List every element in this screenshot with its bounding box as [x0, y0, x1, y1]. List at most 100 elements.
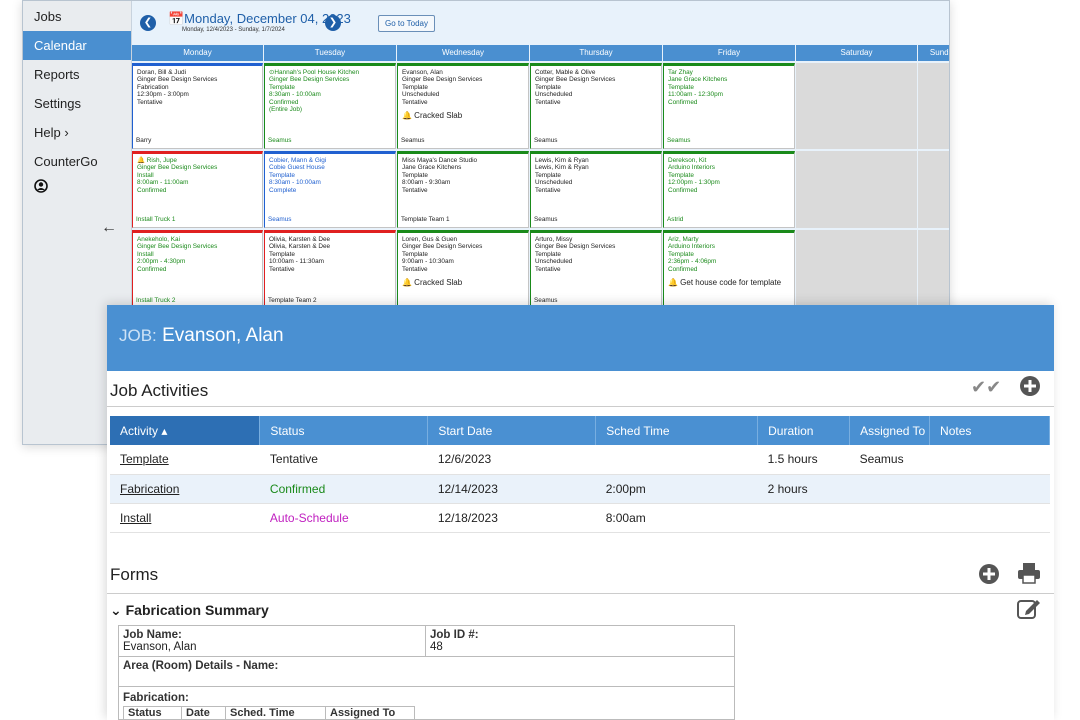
activity-row[interactable]: Template Tentative 12/6/2023 1.5 hours Seamu…: [110, 445, 1050, 475]
event-assignee: Install Truck 1: [136, 215, 176, 223]
double-check-icon[interactable]: ✔✔: [971, 377, 1002, 397]
sidebar-item-calendar[interactable]: Calendar: [23, 31, 131, 60]
event-line: Ginger Bee Design Services: [402, 243, 483, 251]
column-header[interactable]: Duration: [757, 416, 851, 445]
forms-title: Forms: [110, 565, 159, 584]
activity-cell-start: 12/14/2023: [427, 474, 596, 504]
calendar-event[interactable]: Anekeholo, Kai Ginger Bee Design Services…: [132, 230, 263, 309]
calendar-event[interactable]: Cotter, Mable & Olive Ginger Bee Design S…: [530, 63, 662, 149]
activity-link[interactable]: Fabrication: [120, 481, 180, 496]
user-account-icon[interactable]: [23, 176, 131, 200]
day-header-saturday: Saturday: [796, 45, 917, 61]
column-header[interactable]: Start Date: [427, 416, 597, 445]
calendar-event[interactable]: Lewis, Kim & Ryan Lewis, Kim & Ryan Templa…: [530, 151, 662, 228]
job-name: Evanson, Alan: [162, 325, 284, 346]
weekend-cell: [918, 230, 949, 309]
area-details-label: Area (Room) Details - Name:: [123, 660, 279, 672]
event-line: Complete: [269, 186, 297, 194]
event-line: Cobier, Mann & Gigi: [269, 157, 327, 164]
column-header[interactable]: Status: [259, 416, 429, 445]
job-header: JOB: Evanson, Alan: [107, 305, 1054, 371]
prev-week-icon[interactable]: ❮: [140, 15, 156, 31]
calendar-event[interactable]: ⊙Hannah's Pool House Kitchen Ginger Bee D…: [264, 63, 396, 149]
calendar-event[interactable]: Miss Maya's Dance Studio Jane Grace Kitch…: [397, 151, 529, 228]
sidebar-item-help[interactable]: Help ›: [34, 125, 69, 140]
job-panel: JOB: Evanson, Alan Job Activities ✔✔ Act…: [107, 305, 1054, 720]
event-line: Tentative: [535, 98, 561, 106]
activity-cell-start: 12/18/2023: [427, 503, 596, 533]
event-line: Template: [402, 83, 428, 91]
event-alert: 🔔 Cracked Slab: [402, 278, 463, 288]
activity-cell-activity[interactable]: Fabrication: [110, 474, 260, 504]
fabrication-summary-toggle[interactable]: ⌄ Fabrication Summary: [110, 602, 269, 619]
column-header[interactable]: Notes: [929, 416, 1050, 445]
job-label: JOB:: [119, 326, 157, 345]
print-icon[interactable]: [1017, 562, 1041, 590]
event-line: Confirmed: [269, 98, 299, 106]
activity-link[interactable]: Install: [120, 510, 152, 525]
weekend-cell: [796, 151, 917, 228]
job-activities-header: Job Activities ✔✔: [107, 371, 1054, 407]
calendar-event[interactable]: Derekson, Kit Arduino Interiors Template 12…: [663, 151, 795, 228]
event-line: Lewis, Kim & Ryan: [535, 164, 589, 172]
go-to-today-button[interactable]: Go to Today: [378, 15, 435, 32]
next-week-icon[interactable]: ❯: [325, 15, 341, 31]
activity-row[interactable]: Fabrication Confirmed 12/14/2023 2:00pm 2 ho…: [110, 474, 1050, 504]
activity-cell-time: [595, 445, 758, 475]
activity-cell-activity[interactable]: Template: [110, 445, 260, 475]
calendar-event[interactable]: Evanson, Alan Ginger Bee Design Services T…: [397, 63, 529, 149]
sidebar-item-jobs[interactable]: Jobs: [34, 9, 62, 24]
event-line: 8:30am - 10:00am: [269, 179, 321, 187]
event-line: Evanson, Alan: [402, 69, 443, 76]
collapse-arrow-icon[interactable]: ←: [101, 219, 117, 236]
activity-cell-start: 12/6/2023: [427, 445, 596, 475]
activity-link[interactable]: Template: [120, 452, 169, 467]
calendar-event[interactable]: Ariz, Marty Arduino Interiors Template 2:36…: [663, 230, 795, 309]
event-line: Template: [535, 250, 561, 258]
sidebar-item-countergo[interactable]: CounterGo: [34, 154, 98, 169]
column-header[interactable]: Activity ▴: [110, 416, 261, 445]
event-line: Template: [402, 171, 428, 179]
calendar-event[interactable]: Olivia, Karsten & Dee Olivia, Karsten & D…: [264, 230, 396, 309]
event-line: Ginger Bee Design Services: [137, 164, 218, 172]
fab-col-date: Date: [182, 707, 226, 719]
calendar-event[interactable]: Doran, Bill & Judi Ginger Bee Design Serv…: [132, 63, 263, 149]
event-line: Miss Maya's Dance Studio: [402, 157, 478, 164]
calendar-event[interactable]: Arturo, Missy Ginger Bee Design Services T…: [530, 230, 662, 309]
calendar-event[interactable]: Tar Zhay Jane Grace Kitchens Template 11:00…: [663, 63, 795, 149]
activity-cell-status: Auto-Schedule: [259, 503, 428, 533]
event-line: Ginger Bee Design Services: [137, 243, 218, 251]
event-assignee: Seamus: [667, 136, 691, 144]
edit-form-icon[interactable]: [1017, 597, 1041, 625]
fab-col-assigned-to: Assigned To: [330, 707, 396, 719]
day-header-monday: Monday: [132, 45, 263, 61]
calendar-event[interactable]: Loren, Gus & Guen Ginger Bee Design Servi…: [397, 230, 529, 309]
activity-cell-duration: [757, 503, 850, 533]
event-line: Template: [535, 171, 561, 179]
calendar-event[interactable]: 🔔 Rish, Jupe Ginger Bee Design Services In…: [132, 151, 263, 228]
fabrication-label: Fabrication:: [123, 692, 189, 704]
sidebar-item-reports[interactable]: Reports: [34, 67, 80, 82]
event-assignee: Seamus: [534, 136, 558, 144]
fab-col-sched-time: Sched. Time: [226, 707, 326, 719]
area-details-cell: Area (Room) Details - Name:: [119, 657, 734, 687]
activity-cell-activity[interactable]: Install: [110, 503, 260, 533]
calendar-event[interactable]: Cobier, Mann & Gigi Cobie Guest House Temp…: [264, 151, 396, 228]
add-activity-icon[interactable]: [1019, 375, 1041, 403]
event-assignee: Barry: [136, 136, 152, 144]
sidebar-item-settings[interactable]: Settings: [34, 96, 81, 111]
event-line: Template: [269, 83, 295, 91]
event-line: Confirmed: [137, 265, 167, 273]
activity-row[interactable]: Install Auto-Schedule 12/18/2023 8:00am: [110, 503, 1050, 533]
event-line: Confirmed: [668, 186, 698, 194]
event-line: Unscheduled: [402, 91, 440, 99]
event-assignee: Template Team 2: [268, 296, 317, 304]
calendar-date-range: Monday, 12/4/2023 - Sunday, 1/7/2024: [182, 27, 285, 33]
weekend-cell: [918, 151, 949, 228]
add-form-icon[interactable]: [978, 563, 1000, 591]
column-header[interactable]: Assigned To: [849, 416, 931, 445]
event-line: Confirmed: [137, 186, 167, 194]
event-assignee: Seamus: [534, 296, 558, 304]
column-header[interactable]: Sched Time: [595, 416, 759, 445]
event-line: Unscheduled: [535, 91, 573, 99]
